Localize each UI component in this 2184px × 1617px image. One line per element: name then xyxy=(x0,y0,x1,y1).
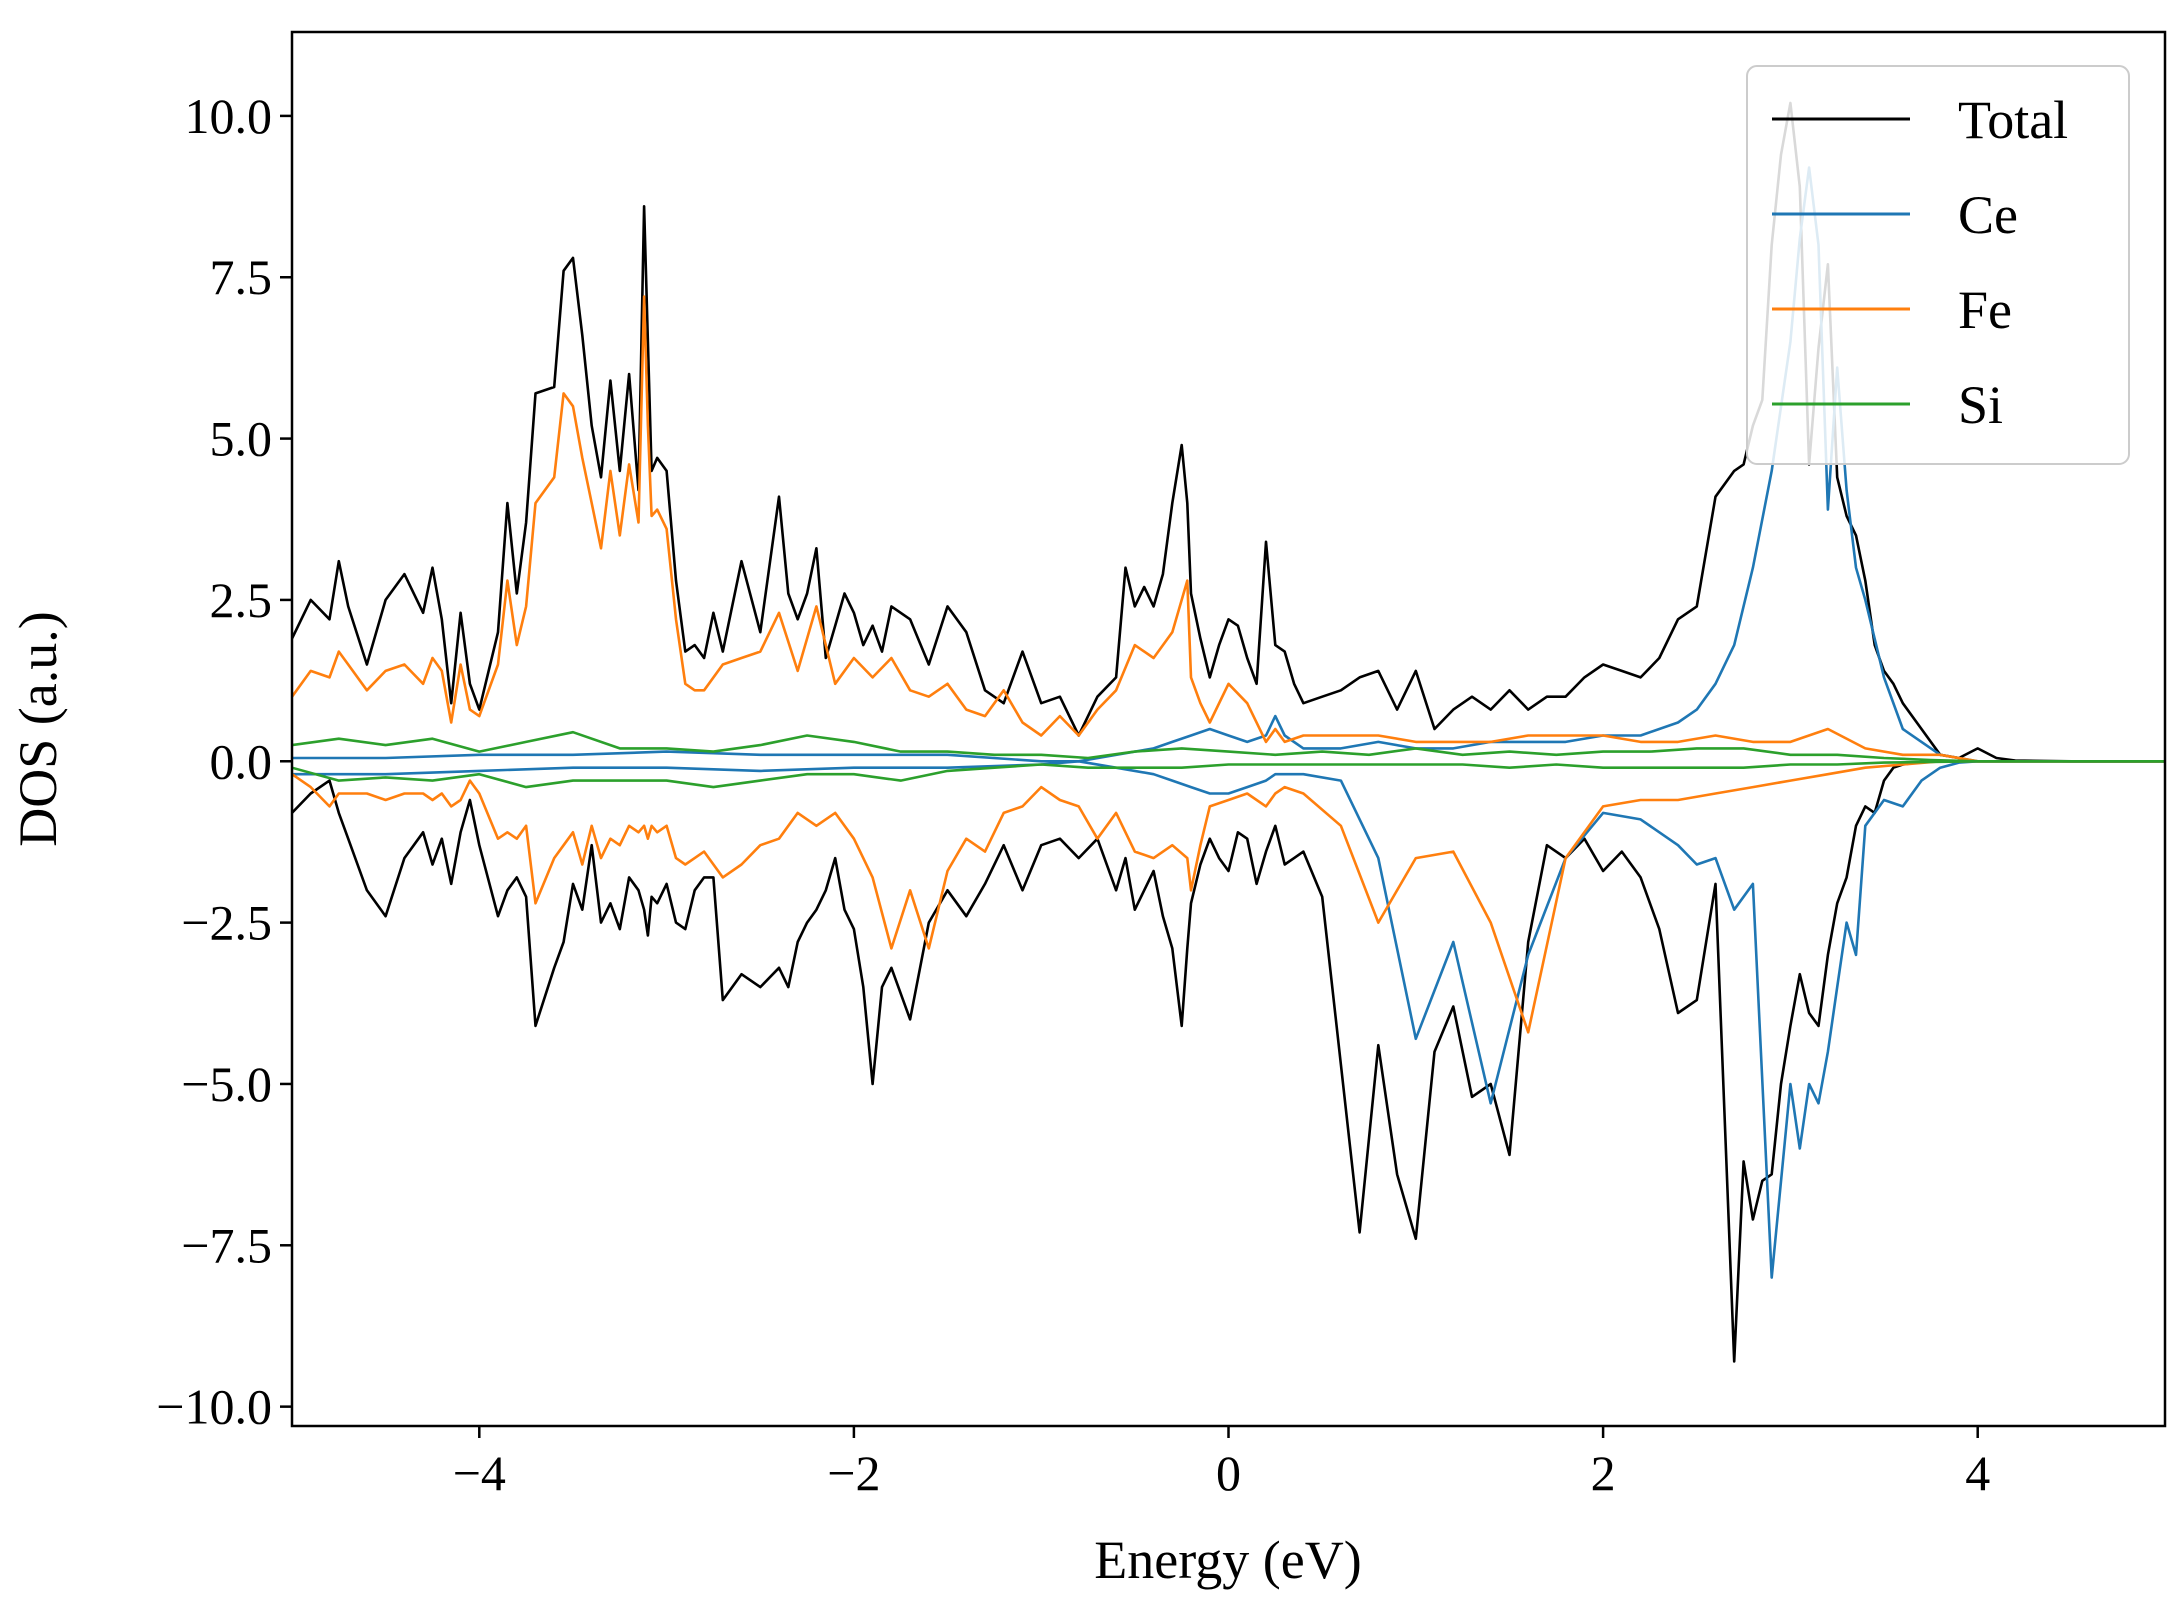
series-ce-spin-down xyxy=(292,760,2165,1279)
x-tick-label: 0 xyxy=(1216,1445,1241,1501)
y-tick-label: 7.5 xyxy=(210,249,273,305)
legend-label-fe: Fe xyxy=(1958,280,2012,340)
series-si-spin-up xyxy=(292,730,2165,763)
legend-label-total: Total xyxy=(1958,90,2068,150)
x-tick-label: 2 xyxy=(1591,1445,1616,1501)
series-total-spin-down xyxy=(292,760,2165,1363)
x-axis: −4 −2 0 2 4 xyxy=(453,1426,1990,1501)
y-tick-label: −10.0 xyxy=(156,1379,272,1435)
y-tick-label: 5.0 xyxy=(210,411,273,467)
x-tick-label: −2 xyxy=(827,1445,880,1501)
y-tick-label: 10.0 xyxy=(185,88,273,144)
legend: Total Ce Fe Si xyxy=(1746,65,2130,465)
x-axis-label: Energy (eV) xyxy=(1094,1530,1361,1590)
legend-box xyxy=(1746,65,2130,465)
y-axis-label: DOS (a.u.) xyxy=(8,611,68,846)
y-tick-label: −7.5 xyxy=(181,1217,272,1273)
y-tick-label: −5.0 xyxy=(181,1056,272,1112)
legend-label-ce: Ce xyxy=(1958,185,2018,245)
x-tick-label: 4 xyxy=(1965,1445,1990,1501)
y-tick-label: −2.5 xyxy=(181,895,272,951)
series-layer xyxy=(292,101,2165,1363)
series-si-spin-down xyxy=(292,760,2165,789)
legend-label-si: Si xyxy=(1958,375,2003,435)
series-fe-spin-down xyxy=(292,760,2165,1034)
x-tick-label: −4 xyxy=(453,1445,506,1501)
y-axis: −10.0 −7.5 −5.0 −2.5 0.0 2.5 5.0 7.5 10.0 xyxy=(156,88,292,1435)
y-tick-label: 2.5 xyxy=(210,572,273,628)
y-tick-label: 0.0 xyxy=(210,733,273,789)
series-fe-spin-up xyxy=(292,295,2165,763)
